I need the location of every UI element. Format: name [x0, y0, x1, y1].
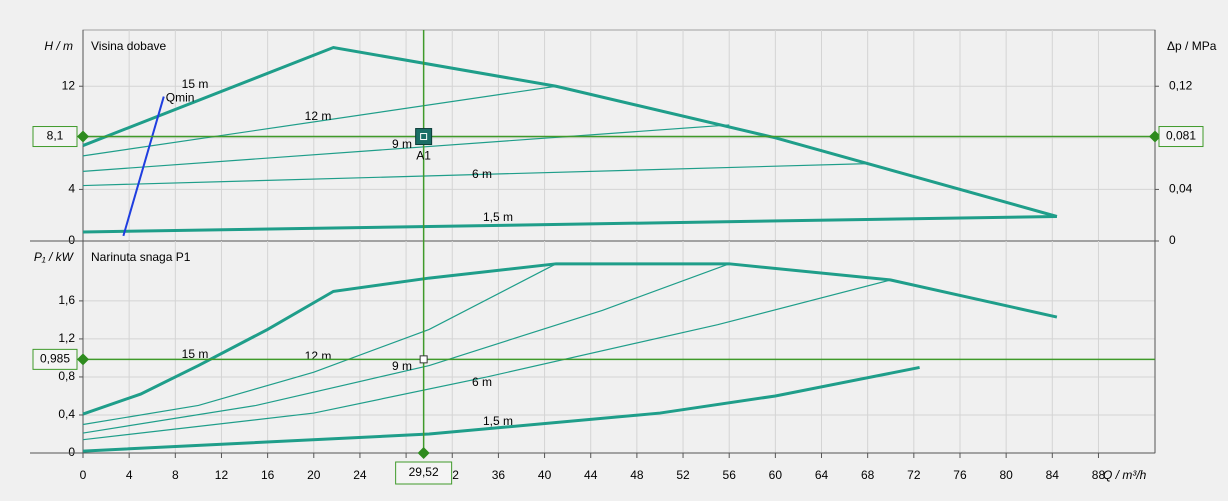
y2-tick-label: 0,04	[1169, 182, 1193, 196]
operating-point	[415, 128, 433, 146]
curve	[82, 279, 891, 441]
curve-label: 9 m	[392, 359, 412, 373]
curve-label: Qmin	[166, 91, 195, 105]
y-tick-label: 1,6	[58, 293, 75, 307]
x-tick-label: 72	[907, 468, 921, 482]
value-box	[32, 126, 78, 148]
operating-point-label: A1	[416, 149, 431, 163]
x-tick-label: 48	[630, 468, 644, 482]
marker-handle	[77, 130, 89, 143]
y-tick-label: 0	[68, 233, 75, 247]
x-tick-label: 40	[538, 468, 552, 482]
x-tick-label: 16	[261, 468, 275, 482]
curve-label: 12 m	[305, 349, 332, 363]
value-box-label: 8,1	[47, 129, 64, 143]
marker-handle	[77, 353, 89, 366]
value-box	[395, 461, 453, 485]
curve	[82, 262, 1058, 416]
y2-tick-label: 0,12	[1169, 78, 1193, 92]
x-tick-label: 24	[353, 468, 367, 482]
x-tick-label: 68	[861, 468, 875, 482]
x-tick-label: 44	[584, 468, 598, 482]
x-tick-label: 20	[307, 468, 321, 482]
x-tick-label: 64	[815, 468, 829, 482]
curve	[82, 263, 557, 426]
value-box-label: 0,985	[40, 352, 70, 366]
curve	[82, 263, 730, 434]
operating-point	[419, 355, 428, 364]
x-tick-label: 60	[769, 468, 783, 482]
x-tick-label: 52	[676, 468, 690, 482]
x-tick-label: 88	[1092, 468, 1106, 482]
y-tick-label: 4	[68, 182, 75, 196]
curve	[82, 163, 868, 187]
marker-handle	[1149, 130, 1161, 143]
x-tick-label: 0	[80, 468, 87, 482]
curve-label: 1,5 m	[483, 414, 513, 428]
y2-tick-label: 0	[1169, 233, 1176, 247]
x-tick-label: 56	[723, 468, 737, 482]
curve	[82, 365, 920, 453]
y-axis-label: H / m	[44, 39, 73, 53]
value-box-label: 0,081	[1166, 129, 1196, 143]
curve-label: 15 m	[182, 347, 209, 361]
x-axis-label: Q / m³/h	[1103, 468, 1147, 482]
x-tick-label: 76	[953, 468, 967, 482]
y-tick-label: 1,2	[58, 331, 75, 345]
curve-label: 12 m	[305, 109, 332, 123]
marker-handle	[417, 447, 430, 459]
operating-point-inner	[420, 133, 428, 141]
x-tick-label: 4	[126, 468, 133, 482]
x-tick-label: 80	[999, 468, 1013, 482]
curve-label: 6 m	[472, 375, 492, 389]
curve	[82, 124, 730, 172]
curve	[82, 214, 1057, 234]
y-tick-label: 0	[68, 445, 75, 459]
x-tick-label: 12	[215, 468, 229, 482]
y-axis-label: P₁ / kW	[34, 250, 75, 264]
curve-label: 15 m	[182, 77, 209, 91]
curve	[82, 85, 557, 157]
curve	[122, 96, 165, 237]
curve-label: 1,5 m	[483, 210, 513, 224]
value-box-label: 29,52	[409, 465, 439, 479]
curve-label: 9 m	[392, 137, 412, 151]
y-tick-label: 12	[62, 78, 76, 92]
x-tick-label: 84	[1046, 468, 1060, 482]
panel-title: Narinuta snaga P1	[91, 250, 191, 264]
value-box	[32, 348, 78, 370]
panel-title: Visina dobave	[91, 39, 166, 53]
x-tick-label: 8	[172, 468, 179, 482]
y-tick-label: 0,4	[58, 407, 75, 421]
y2-axis-label: Δp / MPa	[1167, 39, 1217, 53]
curve-label: 6 m	[472, 167, 492, 181]
x-tick-label: 36	[492, 468, 506, 482]
value-box	[1158, 126, 1204, 148]
y-tick-label: 0,8	[58, 369, 75, 383]
